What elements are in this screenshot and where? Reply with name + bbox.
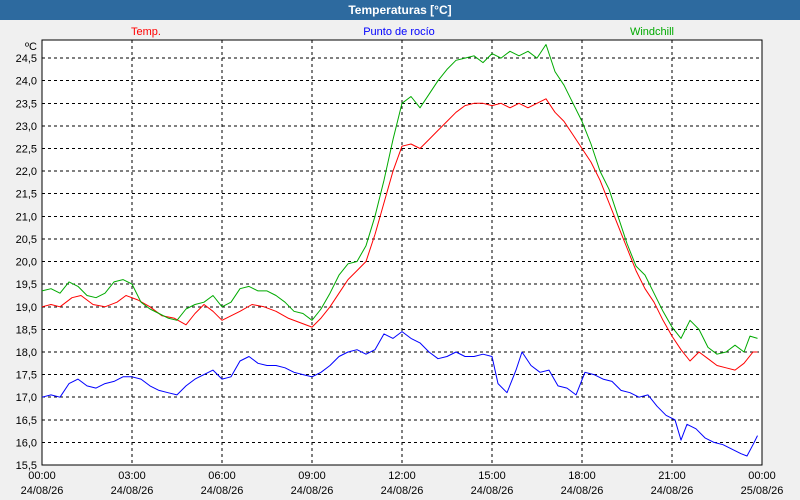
window-title: Temperaturas [°C] xyxy=(0,0,800,20)
x-tick-date: 24/08/26 xyxy=(201,485,244,497)
legend-temp: Temp. xyxy=(131,26,161,38)
y-tick-label: 19,0 xyxy=(16,302,37,314)
y-tick-label: 17,5 xyxy=(16,370,37,382)
x-tick-time: 06:00 xyxy=(208,470,236,482)
x-tick-date: 24/08/26 xyxy=(111,485,154,497)
y-tick-label: 20,5 xyxy=(16,234,37,246)
y-tick-label: 19,5 xyxy=(16,279,37,291)
y-tick-label: 21,0 xyxy=(16,211,37,223)
legend-windchill: Windchill xyxy=(630,26,674,38)
y-axis-unit: ºC xyxy=(25,41,37,53)
y-tick-label: 20,0 xyxy=(16,257,37,269)
grid xyxy=(42,40,762,466)
x-tick-time: 12:00 xyxy=(388,470,416,482)
y-tick-label: 23,5 xyxy=(16,98,37,110)
y-axis-ticks: 15,5 16,0 16,5 17,0 17,5 18,0 18,5 19,0 19,5 20,0… xyxy=(16,53,37,472)
y-tick-label: 22,5 xyxy=(16,144,37,156)
y-tick-label: 23,0 xyxy=(16,121,37,133)
series-lines xyxy=(41,44,758,457)
x-tick-date: 24/08/26 xyxy=(381,485,424,497)
series-line-1 xyxy=(41,331,758,457)
series-line-0 xyxy=(41,98,758,371)
x-axis-ticks: 00:00 24/08/26 03:00 24/08/26 06:00 24/08/26 0… xyxy=(21,470,784,497)
x-tick-date: 24/08/26 xyxy=(471,485,514,497)
y-tick-label: 24,5 xyxy=(16,53,37,65)
x-tick-time: 15:00 xyxy=(478,470,506,482)
y-tick-label: 24,0 xyxy=(16,76,37,88)
x-tick-date: 25/08/26 xyxy=(741,485,784,497)
series-line-2 xyxy=(41,44,758,355)
x-tick-time: 00:00 xyxy=(28,470,56,482)
y-tick-label: 18,5 xyxy=(16,324,37,336)
x-tick-date: 24/08/26 xyxy=(651,485,694,497)
y-tick-label: 16,5 xyxy=(16,415,37,427)
x-tick-time: 21:00 xyxy=(658,470,686,482)
x-tick-time: 00:00 xyxy=(748,470,776,482)
x-tick-date: 24/08/26 xyxy=(561,485,604,497)
x-tick-date: 24/08/26 xyxy=(21,485,64,497)
y-tick-label: 22,0 xyxy=(16,166,37,178)
x-tick-time: 09:00 xyxy=(298,470,326,482)
x-tick-date: 24/08/26 xyxy=(291,485,334,497)
x-tick-time: 18:00 xyxy=(568,470,596,482)
legend-dew-point: Punto de rocío xyxy=(363,26,435,38)
y-tick-label: 17,0 xyxy=(16,392,37,404)
y-tick-label: 21,5 xyxy=(16,189,37,201)
x-tick-time: 03:00 xyxy=(118,470,146,482)
y-tick-label: 15,5 xyxy=(16,460,37,472)
y-tick-label: 16,0 xyxy=(16,437,37,449)
y-tick-label: 18,0 xyxy=(16,347,37,359)
